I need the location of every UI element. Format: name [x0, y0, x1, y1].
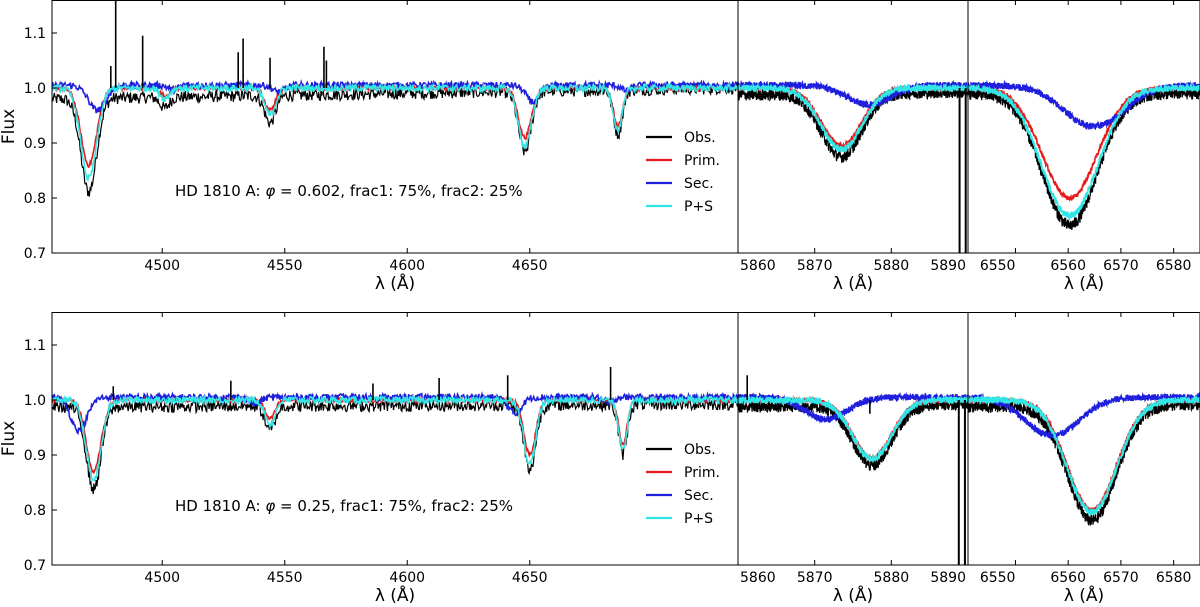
x-tick-label: 4600 [389, 570, 425, 586]
panel-2-2: 5860 5870 5880 5890 λ (Å) [737, 312, 969, 606]
x-axis-label: λ (Å) [1064, 272, 1104, 294]
panel-frame [967, 312, 1200, 566]
chart-row-1: 4500 4550 4600 4650 λ (Å) 5860 5870 5880 5890 λ (… [0, 0, 1200, 294]
legend-label: P+S [684, 199, 713, 215]
x-tick-label: 5860 [740, 258, 776, 274]
x-tick-label: 5880 [874, 258, 910, 274]
x-tick-label: 4500 [144, 258, 180, 274]
x-tick-label: 5870 [797, 258, 833, 274]
series-obs [968, 86, 1200, 230]
panel-1-1: 4500 4550 4600 4650 λ (Å) [51, 0, 739, 294]
series-ps [968, 394, 1200, 516]
y-tick-label: 1.1 [24, 26, 46, 42]
panel-1-2: 5860 5870 5880 5890 λ (Å) [737, 0, 969, 294]
legend-label: Prim. [684, 465, 720, 481]
series-obs [738, 84, 968, 163]
panel-frame [967, 0, 1200, 254]
y-tick-label: 0.9 [24, 136, 46, 152]
x-tick-label: 4550 [267, 570, 303, 586]
y-tick-label: 0.8 [24, 503, 46, 519]
x-tick-label: 5880 [874, 570, 910, 586]
x-tick-label: 6550 [980, 570, 1016, 586]
x-tick-label: 6580 [1156, 570, 1192, 586]
y-tick-label: 0.9 [24, 448, 46, 464]
x-axis-label: λ (Å) [375, 272, 415, 294]
x-tick-label: 5890 [930, 258, 966, 274]
x-tick-label: 4650 [512, 258, 548, 274]
series-ps [52, 81, 738, 183]
x-tick-label: 5860 [740, 570, 776, 586]
legend-label: Obs. [684, 442, 716, 458]
panel-frame [737, 0, 969, 254]
x-tick-label: 6570 [1103, 258, 1139, 274]
panel-2-1: 4500 4550 4600 4650 λ (Å) [51, 312, 739, 606]
legend-label: P+S [684, 511, 713, 527]
y-tick-label: 0.7 [24, 558, 46, 574]
series-obs [52, 81, 738, 197]
series-sec [52, 79, 738, 114]
x-tick-label: 4500 [144, 570, 180, 586]
y-tick-label: 1.0 [24, 81, 46, 97]
y-tick-label: 0.8 [24, 191, 46, 207]
y-tick-label: 0.7 [24, 246, 46, 262]
series-ps [738, 394, 968, 463]
x-tick-label: 4550 [267, 258, 303, 274]
x-tick-label: 6560 [1050, 570, 1086, 586]
series-obs [52, 397, 738, 495]
x-tick-label: 4600 [389, 258, 425, 274]
x-axis-label: λ (Å) [833, 584, 873, 606]
panel-1-3: 6550 6560 6570 6580 λ (Å) [967, 0, 1200, 294]
x-axis-label: λ (Å) [375, 584, 415, 606]
series-sec [968, 392, 1200, 440]
x-tick-label: 5890 [930, 570, 966, 586]
legend: Obs. Prim. Sec. P+S [646, 130, 720, 215]
x-tick-label: 6560 [1050, 258, 1086, 274]
legend-label: Prim. [684, 153, 720, 169]
panel-frame [51, 312, 739, 566]
x-tick-label: 6570 [1103, 570, 1139, 586]
y-axis-label: Flux [0, 421, 19, 456]
panel-2-3: 6550 6560 6570 6580 λ (Å) [967, 312, 1200, 606]
legend-label: Obs. [684, 130, 716, 146]
legend-label: Sec. [684, 488, 714, 504]
y-tick-label: 1.1 [24, 338, 46, 354]
series-prim [52, 394, 738, 475]
annotation: HD 1810 A: φ = 0.25, frac1: 75%, frac2: … [175, 497, 513, 515]
x-tick-label: 6550 [980, 258, 1016, 274]
y-axis-label: Flux [0, 109, 19, 144]
annotation: HD 1810 A: φ = 0.602, frac1: 75%, frac2:… [175, 182, 523, 200]
x-tick-label: 6580 [1156, 258, 1192, 274]
x-axis-label: λ (Å) [833, 272, 873, 294]
series-ps [52, 393, 738, 482]
x-axis-label: λ (Å) [1064, 584, 1104, 606]
series-ps [968, 82, 1200, 221]
chart-row-2: 4500 4550 4600 4650 λ (Å) 5860 5870 5880 5890 λ (… [0, 312, 1200, 606]
legend: Obs. Prim. Sec. P+S [646, 442, 720, 527]
x-tick-label: 4650 [512, 570, 548, 586]
x-tick-label: 5870 [797, 570, 833, 586]
y-tick-label: 1.0 [24, 393, 46, 409]
series-ps [738, 82, 968, 153]
legend-label: Sec. [684, 176, 714, 192]
panel-frame [51, 0, 739, 254]
